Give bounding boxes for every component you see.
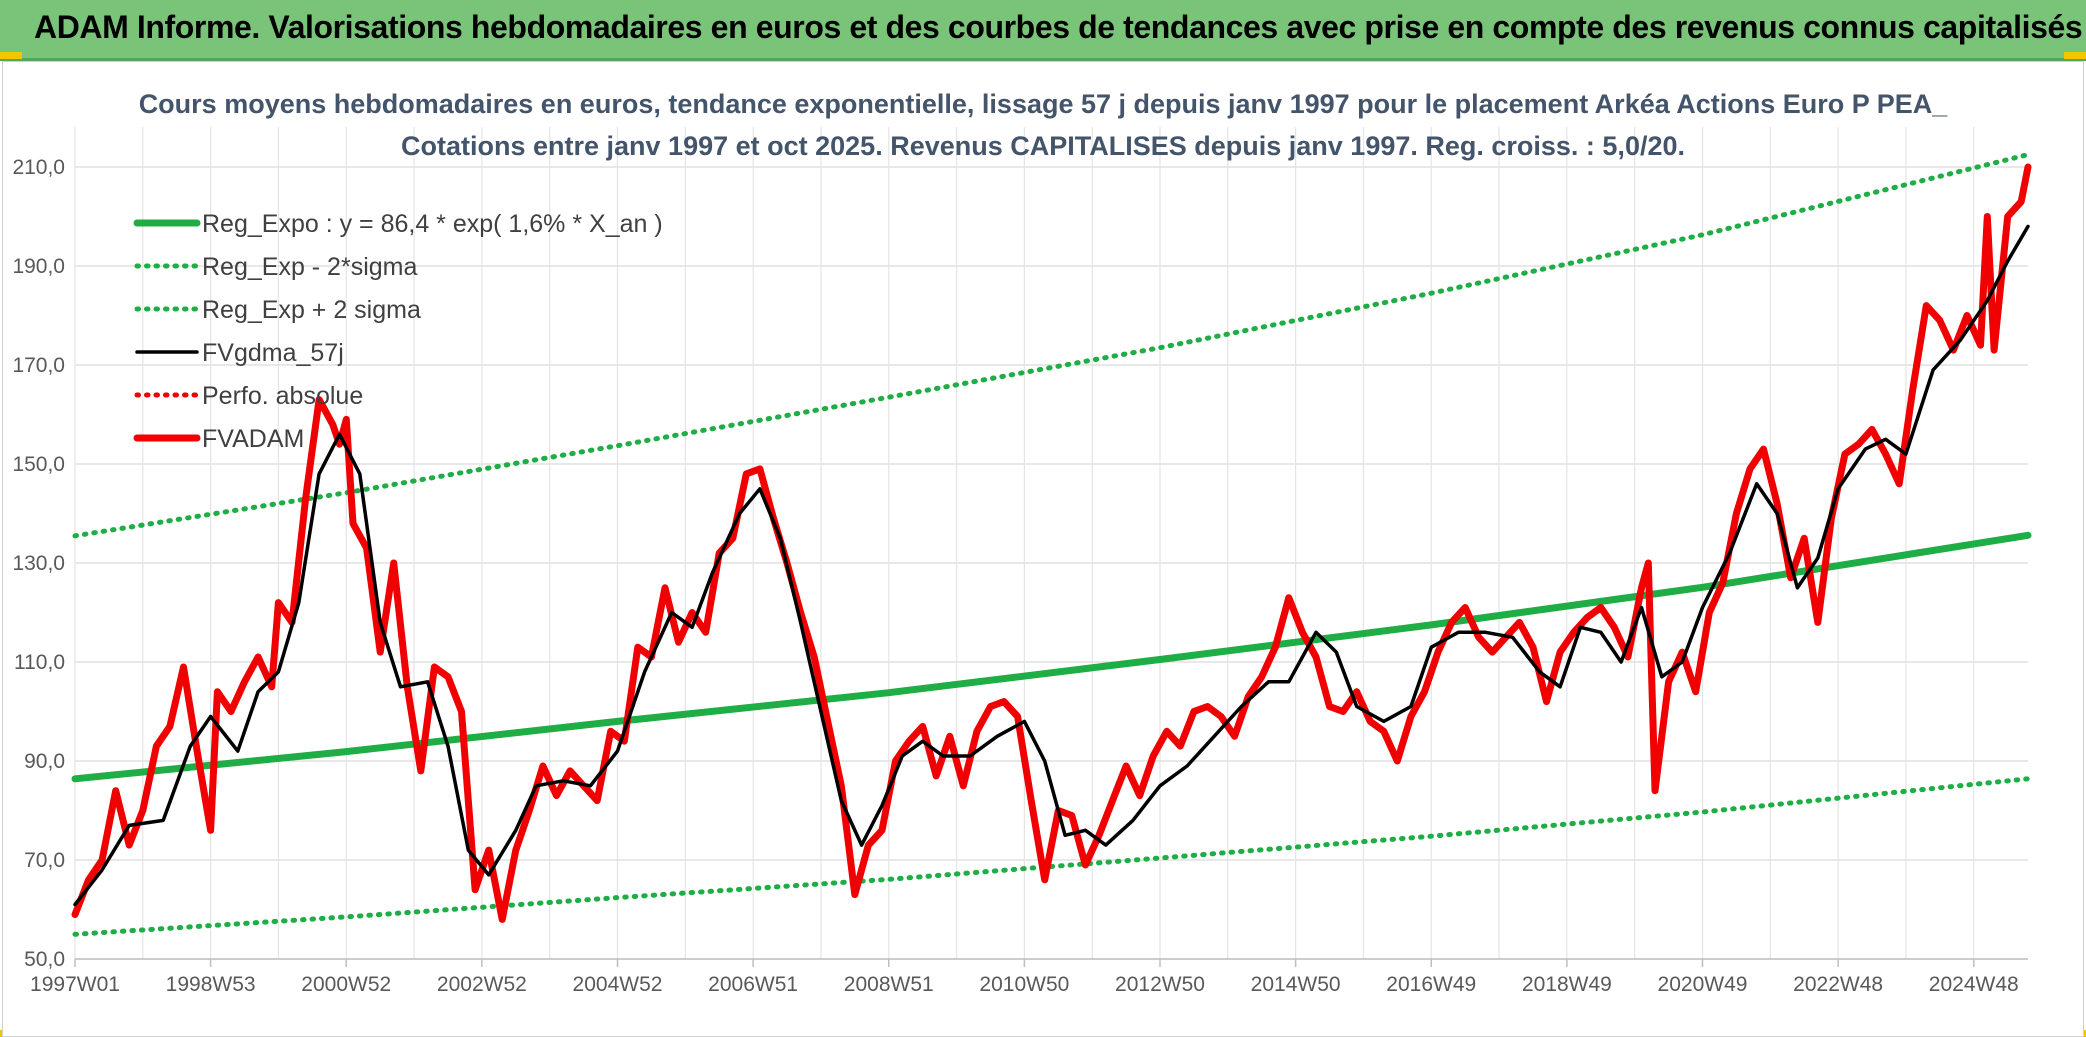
chart-title: Cours moyens hebdomadaires en euros, ten… [139,89,1949,119]
y-tick-label: 90,0 [24,750,65,773]
legend-label: Reg_Exp - 2*sigma [202,253,417,281]
y-tick-label: 210,0 [12,156,65,179]
y-tick-label: 50,0 [24,948,65,971]
chart-axes: 50,0 70,0 90,0 110,0 130,0 150,0 170,0 190,0 210… [12,156,2028,996]
corner-accent-left [0,52,22,59]
x-tick-label: 2018W49 [1522,973,1612,996]
x-tick-label: 2008W51 [844,973,934,996]
x-tick-label: 1998W53 [166,973,256,996]
series-line-1 [72,776,2031,937]
legend-label: Reg_Expo : y = 86,4 * exp( 1,6% * X_an ) [202,210,663,238]
x-tick-label: 2012W50 [1115,973,1205,996]
legend-label: FVgdma_57j [202,339,344,367]
x-tick-label: 1997W01 [30,973,120,996]
x-tick-label: 2014W50 [1251,973,1341,996]
chart-series [71,152,2032,937]
y-tick-label: 170,0 [12,354,65,377]
y-tick-label: 110,0 [14,651,65,674]
x-tick-label: 2024W48 [1929,973,2019,996]
chart-legend: Reg_Expo : y = 86,4 * exp( 1,6% * X_an )… [133,210,663,453]
report-title: ADAM Informe. Valorisations hebdomadaire… [34,9,2083,45]
legend-label: Reg_Exp + 2 sigma [202,296,421,324]
series-line-2 [72,152,2031,539]
x-tick-label: 2004W52 [573,973,663,996]
y-tick-label: 190,0 [12,255,65,278]
y-tick-label: 150,0 [12,453,65,476]
series-line-0 [71,531,2032,783]
chart-subtitle: Cotations entre janv 1997 et oct 2025. R… [401,131,1685,161]
legend-label: Perfo. absolue [202,382,363,410]
report-banner: ADAM Informe. Valorisations hebdomadaire… [0,0,2086,61]
x-tick-label: 2010W50 [979,973,1069,996]
y-tick-label: 130,0 [12,552,65,575]
series-line-3 [73,224,2030,907]
x-tick-label: 2016W49 [1386,973,1476,996]
x-tick-label: 2022W48 [1793,973,1883,996]
series-line-5 [71,163,2032,923]
corner-accent-right [2064,52,2086,59]
x-tick-label: 2006W51 [708,973,798,996]
legend-label: FVADAM [202,425,304,453]
x-tick-label: 2000W52 [301,973,391,996]
x-tick-label: 2020W49 [1658,973,1748,996]
x-tick-label: 2002W52 [437,973,527,996]
y-tick-label: 70,0 [24,849,65,872]
